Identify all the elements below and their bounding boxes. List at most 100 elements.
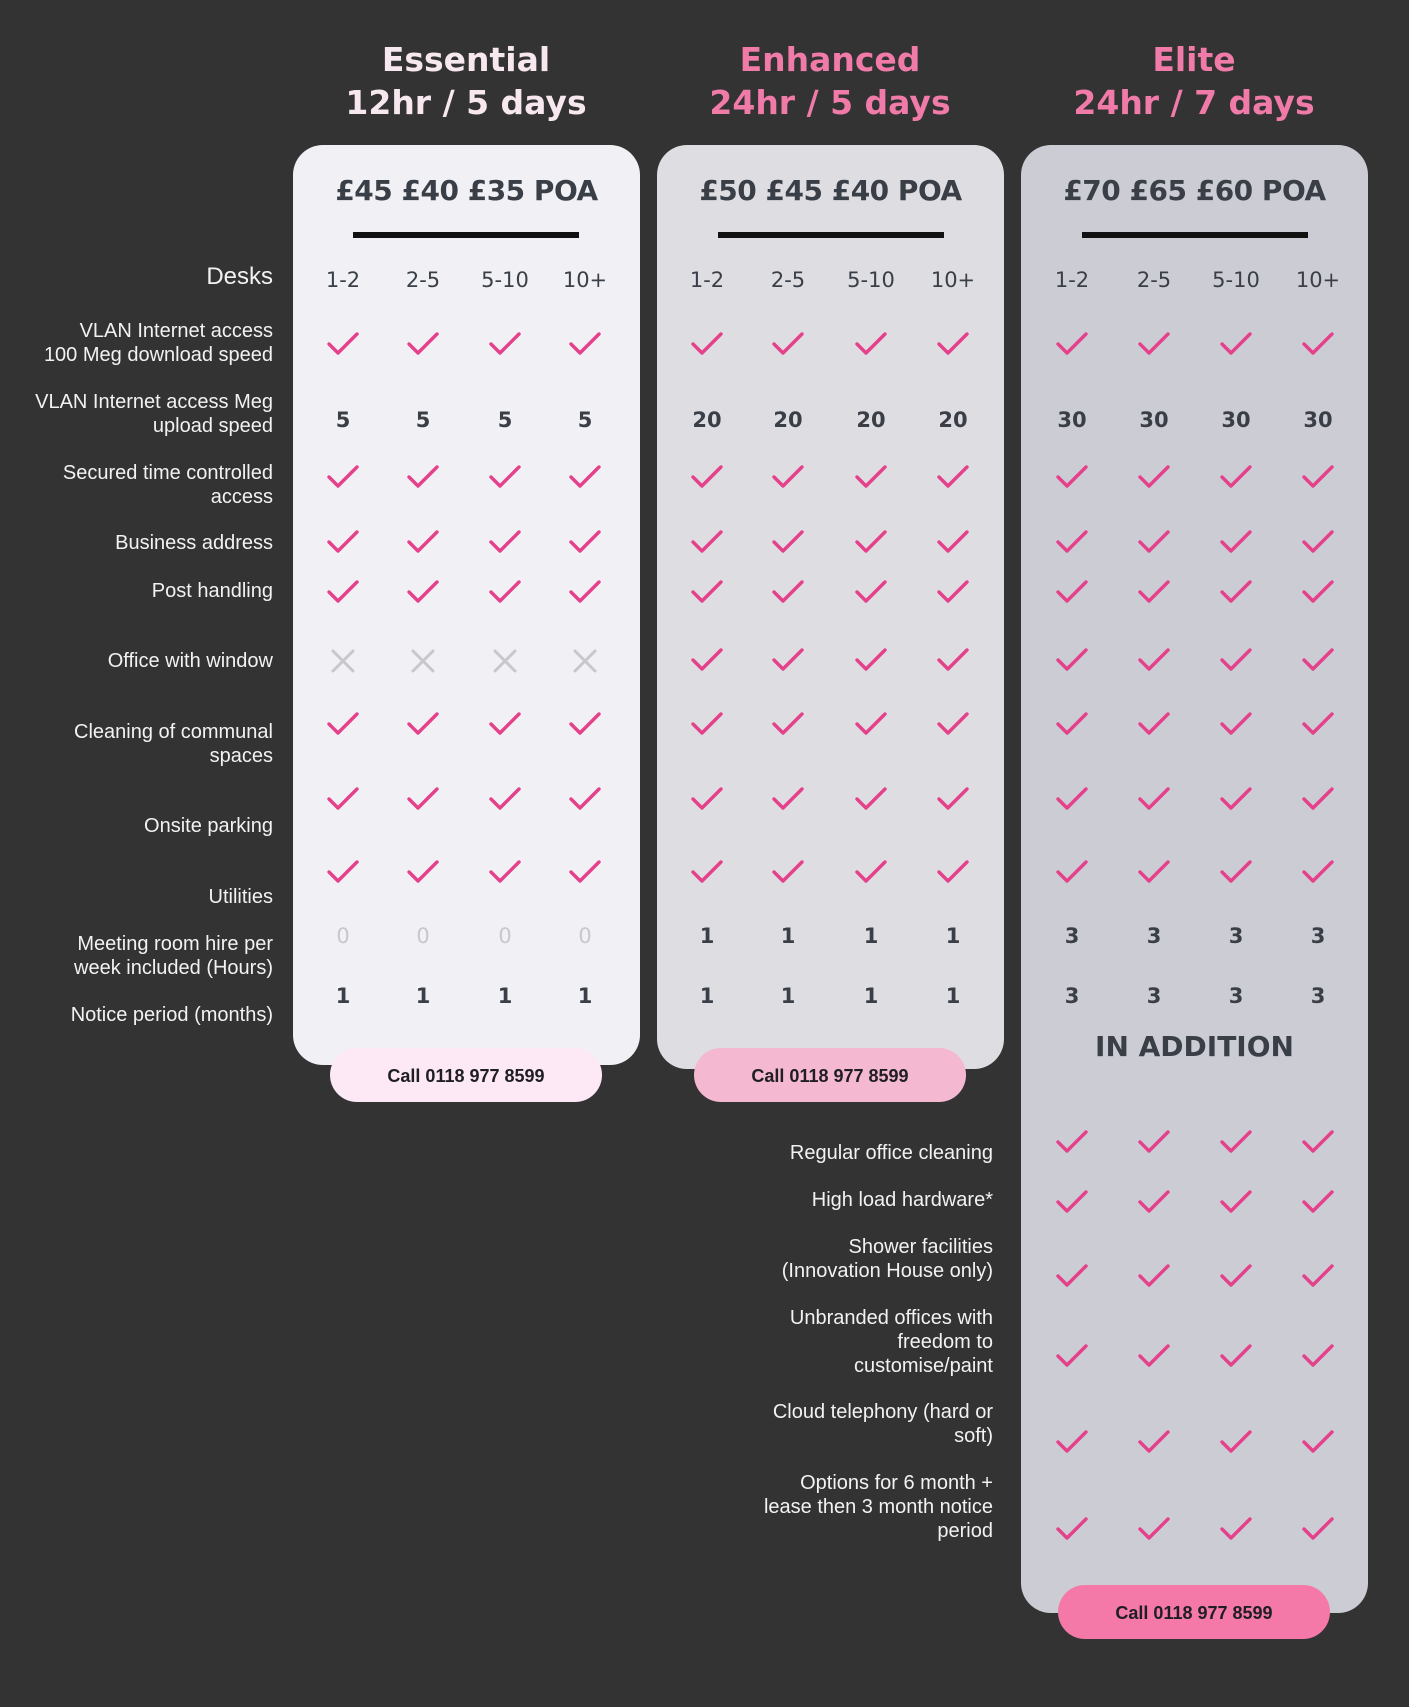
notice-period-value: 3 (1228, 984, 1244, 1008)
essential-prices: £45 £40 £35 POA (293, 174, 640, 207)
check-icon (918, 710, 988, 742)
label-line: Cleaning of communal (74, 721, 273, 743)
price: £40 (831, 174, 889, 207)
check-icon (836, 330, 906, 362)
elite-prices: £70 £65 £60 POA (1021, 174, 1368, 207)
check-icon (470, 528, 540, 560)
check-icon (1283, 1428, 1353, 1460)
price: £35 (467, 174, 525, 207)
desk-range: 2-5 (405, 268, 441, 292)
meeting-hours-value: 1 (780, 924, 796, 948)
price: £70 (1063, 174, 1121, 207)
label-line: 100 Meg download speed (43, 344, 273, 366)
check-icon (1283, 785, 1353, 817)
check-icon (388, 463, 458, 495)
check-icon (550, 710, 620, 742)
check-icon (1283, 1188, 1353, 1220)
check-icon (1037, 646, 1107, 678)
label-line: spaces (209, 745, 273, 767)
upload-speed-value: 20 (938, 408, 968, 432)
elite-call-button[interactable]: Call 0118 977 8599 (1058, 1585, 1330, 1639)
upload-speed-value: 30 (1221, 408, 1251, 432)
check-icon (1201, 1128, 1271, 1160)
desk-range: 2-5 (1136, 268, 1172, 292)
label-office-window: Office with window (107, 650, 273, 672)
check-icon (308, 578, 378, 610)
check-icon (1201, 578, 1271, 610)
price: £65 (1129, 174, 1187, 207)
check-icon (836, 528, 906, 560)
price: £40 (401, 174, 459, 207)
check-icon (1119, 710, 1189, 742)
check-icon (1119, 330, 1189, 362)
price: POA (533, 174, 598, 207)
label-shower: Shower facilities (Innovation House only… (782, 1235, 993, 1283)
check-icon (1201, 710, 1271, 742)
price: £45 (335, 174, 393, 207)
divider (1082, 232, 1308, 238)
divider (353, 232, 579, 238)
notice-period-value: 1 (699, 984, 715, 1008)
check-icon (672, 463, 742, 495)
check-icon (1119, 1515, 1189, 1547)
check-icon (1201, 1262, 1271, 1294)
check-icon (672, 646, 742, 678)
check-icon (753, 528, 823, 560)
label-line: lease then 3 month notice (763, 1496, 993, 1518)
check-icon (1037, 1342, 1107, 1374)
check-icon (388, 858, 458, 890)
check-icon (1201, 1515, 1271, 1547)
check-icon (308, 785, 378, 817)
check-icon (1119, 528, 1189, 560)
notice-period-value: 1 (945, 984, 961, 1008)
divider (718, 232, 944, 238)
check-icon (470, 330, 540, 362)
desk-range: 1-2 (1054, 268, 1090, 292)
check-icon (918, 578, 988, 610)
in-addition-heading: IN ADDITION (1095, 1030, 1294, 1063)
label-line: VLAN Internet access (79, 320, 273, 342)
label-utilities: Utilities (208, 886, 273, 908)
enhanced-card (657, 145, 1004, 1069)
check-icon (550, 528, 620, 560)
check-icon (918, 528, 988, 560)
check-icon (550, 578, 620, 610)
check-icon (1201, 785, 1271, 817)
check-icon (470, 578, 540, 610)
label-line: Secured time controlled (62, 462, 273, 484)
label-line: week included (Hours) (74, 957, 273, 979)
label-line: Meeting room hire per (77, 933, 273, 955)
check-icon (1201, 646, 1271, 678)
check-icon (753, 646, 823, 678)
check-icon (1119, 1342, 1189, 1374)
check-icon (672, 528, 742, 560)
essential-hours: 12hr / 5 days (345, 83, 587, 122)
check-icon (753, 578, 823, 610)
check-icon (1037, 330, 1107, 362)
check-icon (1283, 528, 1353, 560)
desk-range: 5-10 (847, 268, 895, 292)
check-icon (1201, 1428, 1271, 1460)
check-icon (1037, 1428, 1107, 1460)
check-icon (918, 330, 988, 362)
cross-icon (470, 646, 540, 680)
enhanced-hours: 24hr / 5 days (709, 83, 951, 122)
essential-call-button[interactable]: Call 0118 977 8599 (330, 1048, 602, 1102)
check-icon (550, 785, 620, 817)
check-icon (388, 710, 458, 742)
upload-speed-value: 5 (335, 408, 351, 432)
check-icon (308, 330, 378, 362)
notice-period-value: 3 (1064, 984, 1080, 1008)
check-icon (836, 785, 906, 817)
check-icon (753, 330, 823, 362)
label-line: Shower facilities (848, 1236, 993, 1258)
enhanced-call-button[interactable]: Call 0118 977 8599 (694, 1048, 966, 1102)
check-icon (1201, 1188, 1271, 1220)
label-line: Options for 6 month + (800, 1472, 993, 1494)
price: POA (1261, 174, 1326, 207)
elite-title: Elite 24hr / 7 days (1014, 38, 1374, 124)
label-vlan-upload: VLAN Internet access Meg upload speed (35, 390, 273, 438)
upload-speed-value: 30 (1303, 408, 1333, 432)
notice-period-value: 1 (863, 984, 879, 1008)
check-icon (1037, 528, 1107, 560)
